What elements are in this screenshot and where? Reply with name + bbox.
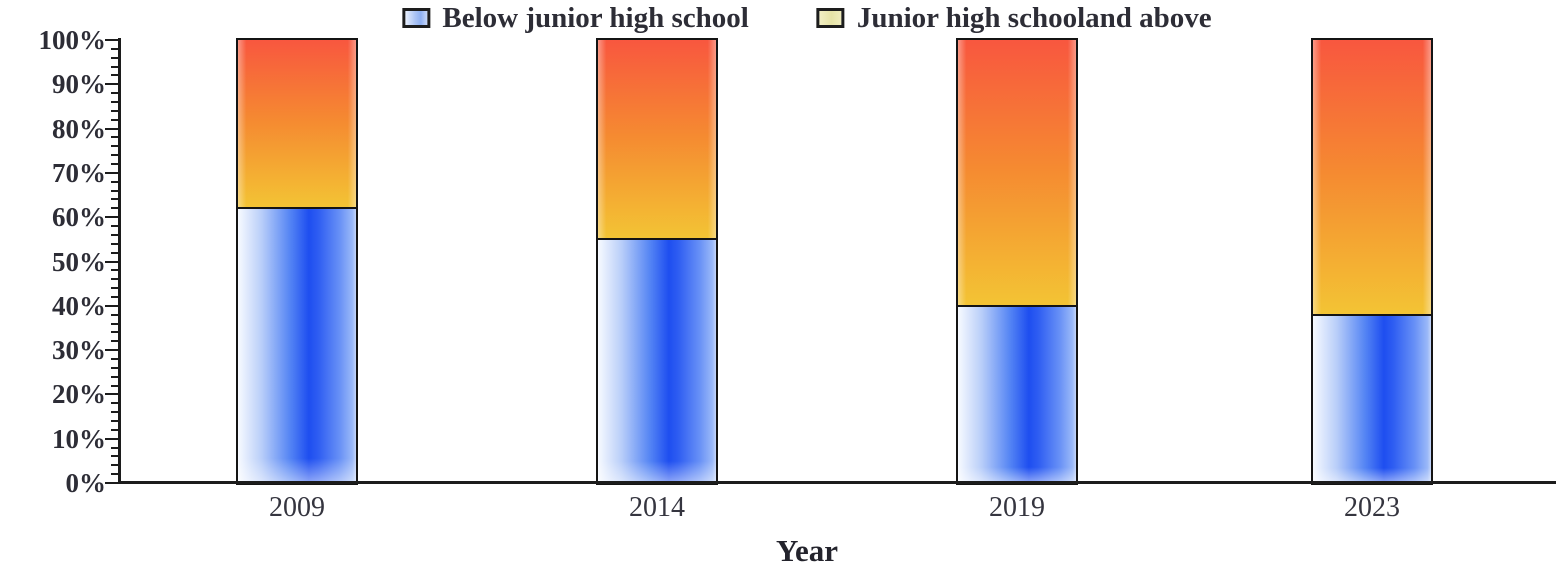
- y-minor-tick: [111, 419, 118, 422]
- bar-segment-junior-high-and-above: [238, 40, 356, 208]
- legend-item-below-junior-high: Below junior high school: [402, 1, 749, 35]
- y-major-tick: [105, 83, 118, 86]
- bar-segment-divider: [1313, 314, 1431, 316]
- y-minor-tick: [111, 47, 118, 50]
- x-axis-line: [118, 481, 1556, 484]
- y-minor-tick: [111, 154, 118, 157]
- bar-outline: [596, 38, 718, 485]
- bar-segment-divider: [958, 305, 1076, 307]
- bar-segment-junior-high-and-above: [958, 40, 1076, 306]
- y-tick-label: 70%: [52, 157, 106, 188]
- y-tick-label: 20%: [52, 379, 106, 410]
- bar-outline: [956, 38, 1078, 485]
- y-minor-tick: [111, 384, 118, 387]
- y-minor-tick: [111, 287, 118, 290]
- bar-segment-below-junior-high: [958, 306, 1076, 483]
- legend-swatch-yellow: [816, 8, 845, 28]
- y-minor-tick: [111, 225, 118, 228]
- bar-segment-below-junior-high: [598, 239, 716, 483]
- y-minor-tick: [111, 251, 118, 254]
- y-major-tick: [105, 216, 118, 219]
- y-tick-label: 30%: [52, 335, 106, 366]
- y-minor-tick: [111, 473, 118, 476]
- y-minor-tick: [111, 428, 118, 431]
- y-tick-label: 0%: [65, 468, 107, 498]
- y-tick-label: 100%: [38, 25, 107, 55]
- y-major-tick: [105, 349, 118, 352]
- bar-segment-divider: [238, 207, 356, 209]
- y-minor-tick: [111, 357, 118, 360]
- y-minor-tick: [111, 118, 118, 121]
- y-minor-tick: [111, 233, 118, 236]
- y-major-tick: [105, 39, 118, 41]
- bar-segment-divider: [598, 238, 716, 240]
- y-minor-tick: [111, 163, 118, 166]
- y-minor-tick: [111, 340, 118, 343]
- x-axis-title: Year: [776, 533, 838, 568]
- legend-label: Junior high schooland above: [856, 2, 1212, 34]
- y-minor-tick: [111, 402, 118, 405]
- bar-outline: [236, 38, 358, 485]
- legend: Below junior high school Junior high sch…: [402, 1, 1212, 35]
- y-tick-label: 60%: [52, 202, 106, 233]
- x-tick-label: 2019: [989, 492, 1045, 523]
- y-minor-tick: [111, 455, 118, 458]
- y-minor-tick: [111, 295, 118, 298]
- y-tick-label: 40%: [52, 290, 106, 321]
- y-minor-tick: [111, 446, 118, 449]
- y-minor-tick: [111, 269, 118, 272]
- y-tick-label: 50%: [52, 246, 106, 277]
- y-tick-label: 80%: [52, 113, 106, 144]
- bar-segment-below-junior-high: [1313, 315, 1431, 483]
- y-major-tick: [105, 171, 118, 174]
- y-minor-tick: [111, 145, 118, 148]
- bar-outline: [1311, 38, 1433, 485]
- y-minor-tick: [111, 411, 118, 414]
- y-minor-tick: [111, 92, 118, 95]
- y-minor-tick: [111, 189, 118, 192]
- y-minor-tick: [111, 278, 118, 281]
- legend-label: Below junior high school: [442, 2, 749, 34]
- y-major-tick: [105, 127, 118, 130]
- y-major-tick: [105, 304, 118, 307]
- legend-swatch-blue: [402, 8, 431, 28]
- y-minor-tick: [111, 136, 118, 139]
- x-tick-label: 2023: [1344, 492, 1400, 523]
- y-minor-tick: [111, 242, 118, 245]
- bar-segment-below-junior-high: [238, 208, 356, 483]
- y-minor-tick: [111, 207, 118, 210]
- x-tick-label: 2014: [629, 492, 685, 523]
- y-minor-tick: [111, 322, 118, 325]
- y-major-tick: [105, 437, 118, 440]
- x-tick-label: 2009: [269, 492, 325, 523]
- y-minor-tick: [111, 56, 118, 59]
- y-minor-tick: [111, 313, 118, 316]
- bar-segment-junior-high-and-above: [1313, 40, 1431, 315]
- legend-item-junior-high-and-above: Junior high schooland above: [816, 1, 1212, 35]
- y-minor-tick: [111, 331, 118, 334]
- bar-segment-junior-high-and-above: [598, 40, 716, 239]
- y-minor-tick: [111, 101, 118, 104]
- y-minor-tick: [111, 74, 118, 77]
- y-minor-tick: [111, 198, 118, 201]
- y-major-tick: [105, 482, 118, 484]
- y-minor-tick: [111, 366, 118, 369]
- y-tick-label: 90%: [52, 69, 106, 100]
- y-minor-tick: [111, 109, 118, 112]
- y-axis-line: [118, 38, 121, 484]
- y-minor-tick: [111, 375, 118, 378]
- y-minor-tick: [111, 180, 118, 183]
- y-minor-tick: [111, 464, 118, 467]
- y-minor-tick: [111, 65, 118, 68]
- y-major-tick: [105, 260, 118, 263]
- y-major-tick: [105, 393, 118, 396]
- y-tick-label: 10%: [52, 423, 106, 454]
